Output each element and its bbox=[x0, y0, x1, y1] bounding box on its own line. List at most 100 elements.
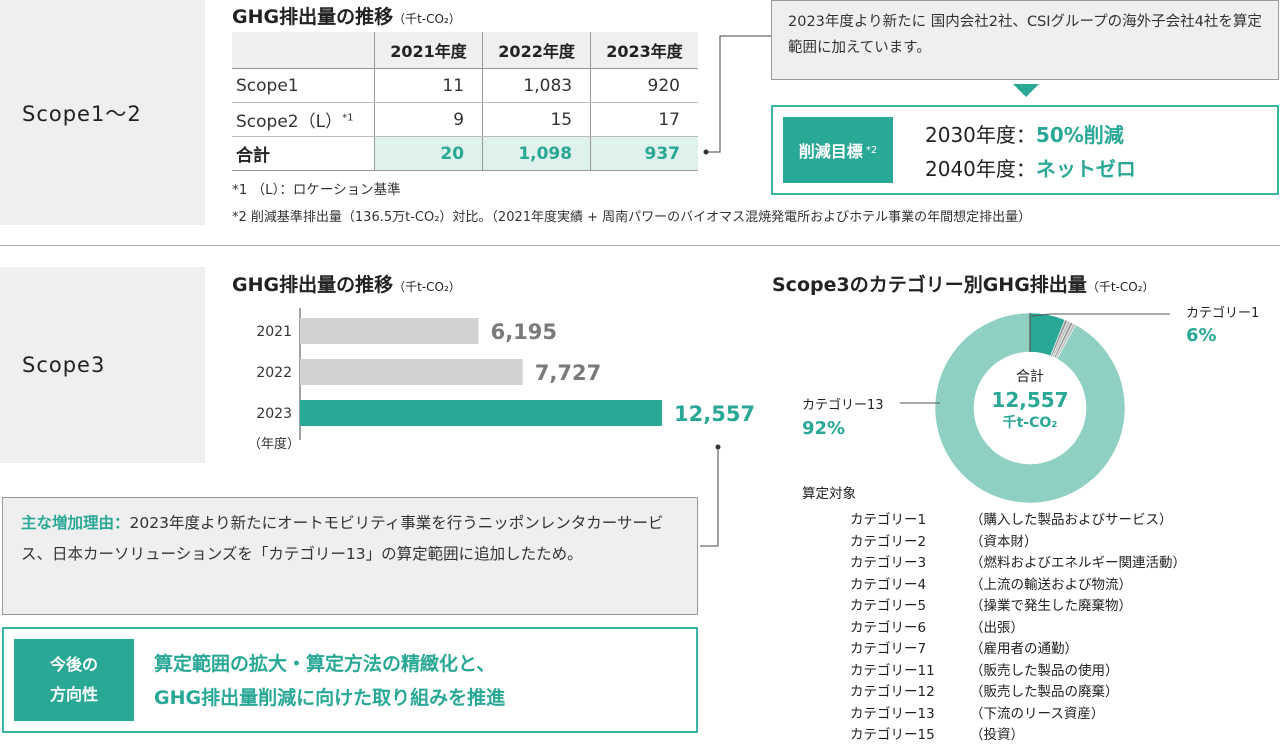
year-axis-label: （年度） bbox=[248, 437, 301, 452]
scope3-donut-title-unit: （千t-CO₂） bbox=[1086, 280, 1155, 294]
table-cell: 17 bbox=[590, 102, 698, 137]
table-row-scope2: Scope2（L）*1 9 15 17 bbox=[232, 102, 698, 137]
list-item: カテゴリー1 （購入した製品およびサービス） bbox=[850, 510, 1186, 532]
scope3-label: Scope3 bbox=[22, 353, 106, 377]
list-item: カテゴリー4 （上流の輸送および物流） bbox=[850, 575, 1186, 597]
target-line-2040: 2040年度：ネットゼロ bbox=[925, 153, 1136, 182]
list-item: カテゴリー6 （出張） bbox=[850, 618, 1186, 640]
scope3-donut-chart bbox=[934, 312, 1126, 504]
category-desc: （上流の輸送および物流） bbox=[970, 576, 1132, 593]
target-line-2030: 2030年度：50%削減 bbox=[925, 119, 1124, 148]
scope12-table: 2021年度 2022年度 2023年度 Scope1 11 1,083 920… bbox=[232, 32, 698, 171]
table-cell: 11 bbox=[373, 68, 483, 103]
table-header-2021: 2021年度 bbox=[373, 32, 483, 69]
table-header-blank bbox=[232, 32, 375, 69]
donut-label-cat1: カテゴリー1 bbox=[1186, 306, 1260, 321]
scope12-callout-text: 2023年度より新たに 国内会社2社、CSIグループの海外子会社4社を算定範囲に… bbox=[788, 14, 1262, 56]
bar-value-label: 6,195 bbox=[491, 320, 557, 344]
table-cell: 15 bbox=[482, 102, 591, 137]
bar-2021 bbox=[300, 318, 479, 344]
category-desc: （購入した製品およびサービス） bbox=[970, 512, 1173, 528]
category-name: カテゴリー1 bbox=[850, 512, 927, 528]
table-cell: 20 bbox=[373, 136, 483, 171]
category-list: カテゴリー1 （購入した製品およびサービス） カテゴリー2 （資本財） カテゴリー3 （燃… bbox=[850, 510, 1186, 747]
scope3-donut-title-text: Scope3のカテゴリー別GHG排出量 bbox=[772, 274, 1087, 296]
category-name: カテゴリー3 bbox=[850, 555, 927, 571]
future-direction-label-1: 今後の bbox=[49, 655, 98, 674]
donut-leader-lines bbox=[900, 313, 1170, 404]
list-item: カテゴリー7 （雇用者の通勤） bbox=[850, 639, 1186, 661]
reduction-target-label: 削減目標 *2 bbox=[783, 117, 893, 183]
donut-center-value: 12,557 bbox=[991, 388, 1069, 412]
footnote-1: *1 （L）：ロケーション基準 bbox=[232, 182, 401, 198]
future-direction-line-1: 算定範囲の拡大・算定方法の精緻化と、 bbox=[154, 653, 496, 675]
table-cell: 1,083 bbox=[482, 68, 591, 103]
scope3-bar-title-unit: （千t-CO₂） bbox=[393, 280, 461, 294]
list-item: カテゴリー13 （下流のリース資産） bbox=[850, 704, 1186, 726]
list-item: カテゴリー2 （資本財） bbox=[850, 532, 1186, 554]
category-name: カテゴリー4 bbox=[850, 576, 927, 593]
category-desc: （出張） bbox=[970, 619, 1024, 636]
list-item: カテゴリー3 （燃料およびエネルギー関連活動） bbox=[850, 553, 1186, 575]
increase-reason-box: 主な増加理由：2023年度より新たにオートモビリティ事業を行うニッポンレンタカー… bbox=[2, 497, 698, 615]
scope3-donut-title: Scope3のカテゴリー別GHG排出量（千t-CO₂） bbox=[772, 270, 1154, 297]
target-2040-value: ネットゼロ bbox=[1035, 157, 1136, 181]
bar-category-label: 2021 bbox=[256, 324, 292, 340]
category-name: カテゴリー6 bbox=[850, 619, 927, 636]
future-direction-label-2: 方向性 bbox=[49, 685, 98, 704]
list-item: カテゴリー5 （操業で発生した廃棄物） bbox=[850, 596, 1186, 618]
category-desc: （下流のリース資産） bbox=[970, 705, 1105, 722]
list-item: カテゴリー12 （販売した製品の廃棄） bbox=[850, 682, 1186, 704]
bar-value-label: 12,557 bbox=[674, 402, 755, 426]
target-2040-year: 2040年度： bbox=[925, 157, 1036, 181]
table-cell: 937 bbox=[590, 136, 698, 171]
list-item: カテゴリー15 （投資） bbox=[850, 725, 1186, 747]
bar-category-label: 2023 bbox=[256, 406, 292, 422]
table-row-note: *1 bbox=[342, 112, 354, 124]
table-header-row: 2021年度 2022年度 2023年度 bbox=[232, 32, 698, 69]
table-row-label: Scope2（L）*1 bbox=[232, 102, 375, 137]
category-name: カテゴリー15 bbox=[850, 727, 935, 743]
table-row-scope1: Scope1 11 1,083 920 bbox=[232, 68, 698, 103]
bar-category-label: 2022 bbox=[256, 365, 292, 381]
scope3-label-box: Scope3 bbox=[0, 267, 205, 463]
table-row-label: Scope1 bbox=[232, 68, 375, 103]
table-row-label: 合計 bbox=[232, 136, 375, 171]
future-direction-label: 今後の 方向性 bbox=[14, 639, 134, 721]
bar-2023 bbox=[300, 400, 662, 426]
donut-label-cat1-pct: 6% bbox=[1186, 325, 1217, 346]
category-name: カテゴリー12 bbox=[850, 684, 935, 700]
table-header-2022: 2022年度 bbox=[482, 32, 591, 69]
scope12-title-unit: （千t-CO₂） bbox=[393, 12, 461, 26]
table-cell: 920 bbox=[590, 68, 698, 103]
footnote-2: *2 削減基準排出量（136.5万t-CO₂）対比。（2021年度実績 + 周南… bbox=[232, 210, 1032, 225]
category-desc: （操業で発生した廃棄物） bbox=[970, 598, 1132, 614]
donut-center: 合計 12,557 千t-CO₂ bbox=[980, 366, 1080, 432]
scope12-title: GHG排出量の推移（千t-CO₂） bbox=[232, 2, 461, 29]
table-row-total: 合計 20 1,098 937 bbox=[232, 136, 698, 171]
donut-label-cat13: カテゴリー13 bbox=[802, 398, 884, 413]
down-arrow-icon bbox=[1013, 84, 1039, 97]
category-desc: （販売した製品の使用） bbox=[970, 662, 1119, 679]
category-desc: （投資） bbox=[970, 727, 1024, 743]
target-2030-value: 50%削減 bbox=[1035, 123, 1124, 147]
category-desc: （燃料およびエネルギー関連活動） bbox=[970, 555, 1186, 571]
category-name: カテゴリー2 bbox=[850, 533, 927, 550]
donut-center-label: 合計 bbox=[1016, 369, 1044, 385]
category-name: カテゴリー7 bbox=[850, 641, 927, 657]
category-desc: （資本財） bbox=[970, 533, 1038, 550]
table-row-label-text: Scope2（L） bbox=[236, 112, 343, 132]
future-direction-box: 今後の 方向性 算定範囲の拡大・算定方法の精緻化と、 GHG排出量削減に向けた取… bbox=[2, 627, 698, 733]
scope12-label: Scope1〜2 bbox=[22, 101, 142, 126]
category-name: カテゴリー13 bbox=[850, 705, 935, 722]
connector-scope3 bbox=[700, 444, 721, 547]
increase-reason-label: 主な増加理由： bbox=[21, 514, 130, 532]
scope3-bar-title-text: GHG排出量の推移 bbox=[232, 274, 394, 296]
reduction-target-label-text: 削減目標 bbox=[798, 142, 863, 161]
scope-heading: 算定対象 bbox=[802, 486, 856, 502]
future-direction-line-2: GHG排出量削減に向けた取り組みを推進 bbox=[154, 687, 506, 709]
scope3-bar-chart: 2021 6,195 2022 7,727 2023 12,557 bbox=[256, 308, 755, 440]
category-name: カテゴリー5 bbox=[850, 598, 927, 614]
table-cell: 1,098 bbox=[482, 136, 591, 171]
list-item: カテゴリー11 （販売した製品の使用） bbox=[850, 661, 1186, 683]
